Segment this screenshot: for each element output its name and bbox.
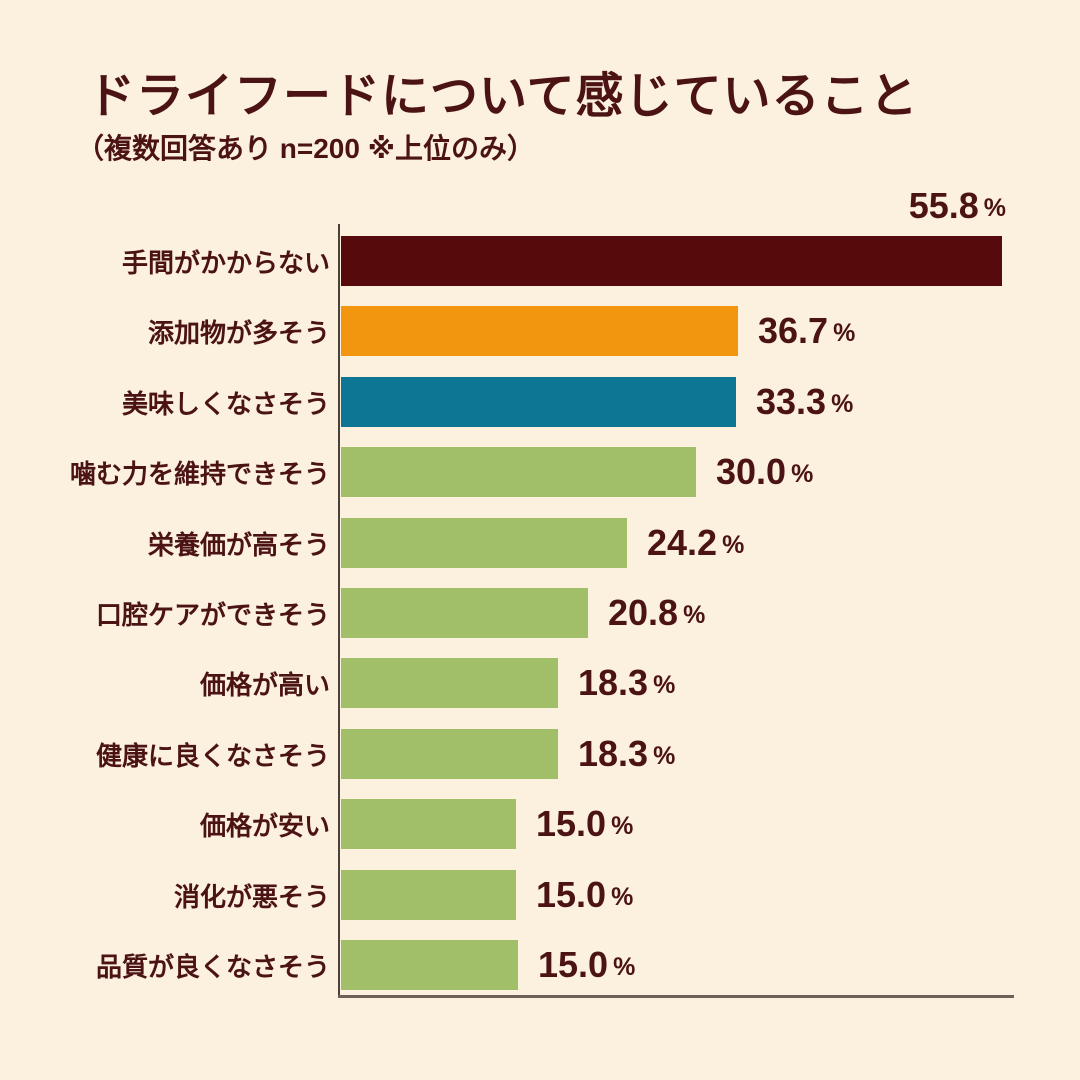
percent-sign: % [831,389,854,418]
category-label: 栄養価が高そう [147,529,330,560]
category-label: 手間がかからない [121,247,330,278]
percent-sign: % [653,741,676,770]
category-label: 価格が高い [199,669,330,700]
value-label: 15.0% [536,799,633,849]
category-label: 健康に良くなさそう [95,740,330,771]
value-number: 30.0 [716,451,787,492]
category-label: 添加物が多そう [147,317,330,348]
value-number: 18.3 [578,733,649,774]
value-number: 15.0 [536,803,607,844]
value-number: 55.8 [908,185,979,226]
page-title: ドライフードについて感じていること [87,70,919,123]
percent-sign: % [653,670,676,699]
category-label: 価格が安い [199,810,330,841]
value-label: 33.3% [756,377,853,427]
value-label: 18.3% [578,729,675,779]
percent-sign: % [791,459,814,488]
chart-subtitle: （複数回答あり n=200 ※上位のみ） [76,133,535,164]
bar [341,518,627,568]
percent-sign: % [833,318,856,347]
bar [341,658,558,708]
value-label: 30.0% [716,447,813,497]
bar [341,940,518,990]
value-number: 18.3 [578,662,649,703]
y-axis-line [338,224,340,998]
value-number: 24.2 [647,522,718,563]
bar [341,377,736,427]
category-label: 美味しくなさそう [121,388,330,419]
value-number: 15.0 [538,944,609,985]
value-label: 15.0% [538,940,635,990]
percent-sign: % [983,193,1006,222]
value-number: 36.7 [758,310,829,351]
bar [341,729,558,779]
percent-sign: % [611,811,634,840]
value-label: 20.8% [608,588,705,638]
percent-sign: % [613,952,636,981]
category-label: 消化が悪そう [173,881,330,912]
value-label: 55.8% [908,185,1006,226]
value-label: 15.0% [536,870,633,920]
percent-sign: % [722,530,745,559]
percent-sign: % [683,600,706,629]
percent-sign: % [611,882,634,911]
bar [341,447,696,497]
category-label: 噛む力を維持できそう [69,458,330,489]
value-label: 36.7% [758,306,855,356]
value-number: 15.0 [536,874,607,915]
bar [341,306,738,356]
value-number: 20.8 [608,592,679,633]
category-label: 口腔ケアができそう [95,599,330,630]
bar [341,588,588,638]
bar [341,870,516,920]
value-label: 24.2% [647,518,744,568]
bar [341,236,1002,286]
category-label: 品質が良くなさそう [95,951,330,982]
bar [341,799,516,849]
x-axis-line [338,995,1014,998]
value-label: 18.3% [578,658,675,708]
value-number: 33.3 [756,381,827,422]
